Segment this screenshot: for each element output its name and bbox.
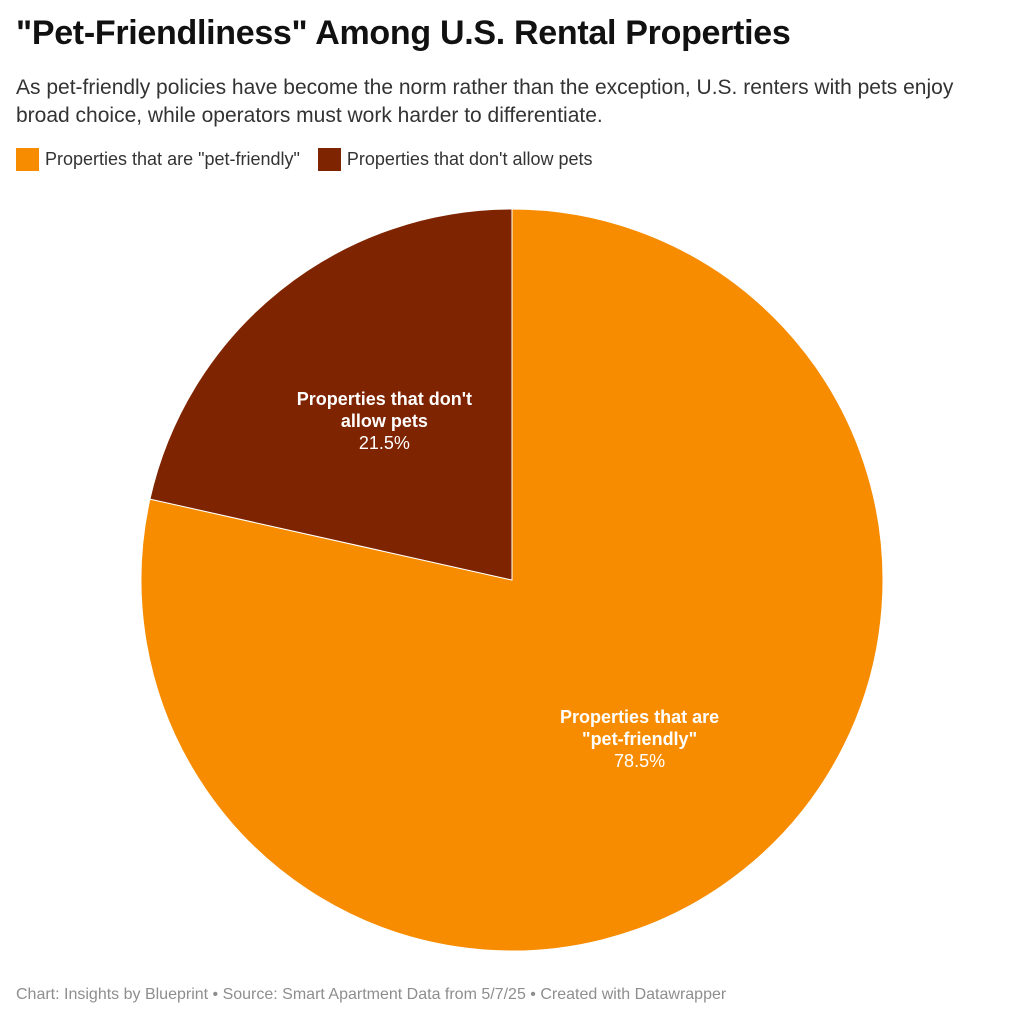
legend-label-no-pets: Properties that don't allow pets — [346, 149, 593, 169]
slice-label-1-line-0: Properties that don't — [297, 389, 472, 409]
slice-value-1: 21.5% — [359, 433, 410, 453]
legend-item-pet-friendly: Properties that are "pet-friendly" — [16, 148, 300, 171]
chart-footer: Chart: Insights by Blueprint • Source: S… — [16, 986, 727, 1003]
chart-title: "Pet-Friendliness" Among U.S. Rental Pro… — [16, 14, 791, 52]
pie-chart: Properties that are"pet-friendly"78.5% Pr… — [140, 208, 884, 952]
legend-item-no-pets: Properties that don't allow pets — [317, 148, 593, 171]
chart-subtitle: As pet-friendly policies have become the… — [16, 76, 954, 127]
pie-chart-area: Properties that are "pet-friendly" 78.5% Pr… — [0, 190, 1024, 970]
legend-label-pet-friendly: Properties that are "pet-friendly" — [45, 149, 300, 169]
slice-value-0: 78.5% — [614, 751, 665, 771]
pie-slice-0 — [140, 208, 884, 952]
legend-swatch-no-pets — [317, 148, 341, 171]
slice-label-1-line-1: allow pets — [341, 411, 428, 431]
slice-label-0-line-1: "pet-friendly" — [582, 729, 697, 749]
chart-legend: Properties that are "pet-friendly" Prope… — [16, 148, 610, 171]
pie-slice-1 — [149, 208, 513, 581]
slice-label-0-line-0: Properties that are — [560, 707, 719, 727]
legend-swatch-pet-friendly — [16, 148, 39, 171]
